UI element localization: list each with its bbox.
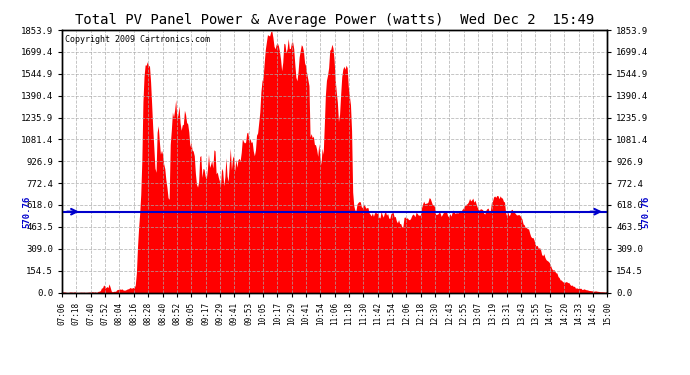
Text: 570.76: 570.76 <box>22 195 31 228</box>
Title: Total PV Panel Power & Average Power (watts)  Wed Dec 2  15:49: Total PV Panel Power & Average Power (wa… <box>75 13 594 27</box>
Text: Copyright 2009 Cartronics.com: Copyright 2009 Cartronics.com <box>65 35 210 44</box>
Text: 570.76: 570.76 <box>641 195 650 228</box>
